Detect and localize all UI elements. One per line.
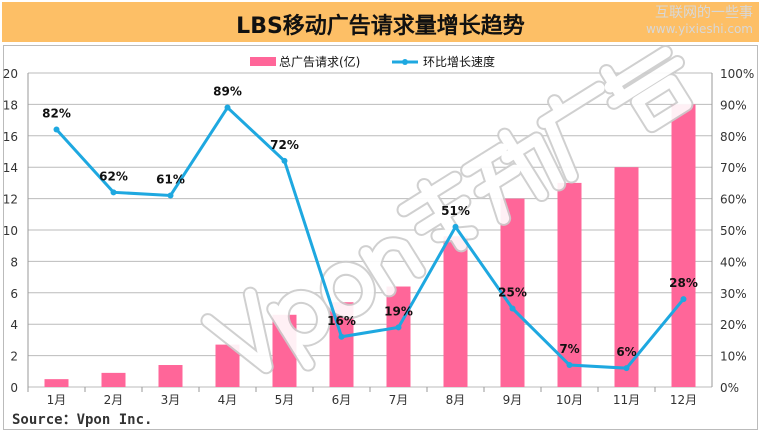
data-label: 19%	[384, 304, 413, 318]
data-label: 7%	[559, 342, 579, 356]
line-point	[53, 126, 60, 133]
data-label: 25%	[498, 286, 527, 300]
y-left-tick-label: 0	[10, 381, 18, 395]
watermark-stroke-fill	[360, 238, 425, 296]
line-point	[509, 305, 516, 312]
y-right-tick-label: 30%	[720, 287, 747, 301]
y-right-tick-label: 40%	[720, 255, 747, 269]
legend-label-line: 环比增长速度	[423, 54, 495, 69]
y-right-tick-label: 100%	[720, 67, 754, 81]
data-label: 89%	[213, 85, 242, 99]
x-tick-label: 3月	[161, 393, 181, 407]
data-label: 82%	[42, 107, 71, 121]
y-left-tick-label: 4	[10, 318, 18, 332]
y-right-tick-label: 20%	[720, 318, 747, 332]
data-label: 16%	[327, 314, 356, 328]
chart-frame	[3, 45, 758, 430]
y-right-tick-label: 90%	[720, 98, 747, 112]
source-note: Source：Vpon Inc.	[12, 412, 153, 428]
bar	[671, 104, 696, 388]
bar	[158, 365, 183, 387]
x-tick-label: 7月	[389, 393, 409, 407]
watermark-stroke-fill	[276, 290, 329, 345]
data-label: 62%	[99, 169, 128, 183]
x-tick-label: 11月	[613, 393, 640, 407]
line-point	[623, 365, 630, 372]
chart-title: LBS移动广告请求量增长趋势	[236, 14, 525, 39]
line-point	[452, 223, 459, 230]
line-point	[395, 324, 402, 331]
y-left-tick-label: 14	[3, 161, 18, 175]
y-right-tick-label: 60%	[720, 193, 747, 207]
bar	[386, 286, 411, 387]
line-point	[281, 157, 288, 164]
data-label: 51%	[441, 204, 470, 218]
data-label: 61%	[156, 172, 185, 186]
watermark-overlay	[200, 45, 694, 375]
x-tick-label: 1月	[47, 393, 67, 407]
x-tick-label: 10月	[556, 393, 583, 407]
line-point	[224, 104, 231, 111]
data-label: 72%	[270, 138, 299, 152]
watermark-site-name: 互联网的一些事	[655, 5, 753, 21]
x-tick-label: 2月	[104, 393, 124, 407]
line-point	[566, 362, 573, 369]
x-tick-label: 4月	[218, 393, 238, 407]
bar	[614, 167, 639, 387]
y-left-tick-label: 20	[3, 67, 18, 81]
line-point	[110, 189, 117, 196]
bar	[101, 372, 126, 387]
x-tick-label: 5月	[275, 393, 295, 407]
y-right-tick-label: 10%	[720, 350, 747, 364]
x-tick-label: 12月	[670, 393, 697, 407]
x-tick-label: 8月	[446, 393, 466, 407]
data-label: 28%	[669, 276, 698, 290]
line-point	[167, 192, 174, 199]
y-left-tick-label: 2	[10, 350, 18, 364]
y-right-tick-label: 80%	[720, 130, 747, 144]
y-left-tick-label: 6	[10, 287, 18, 301]
y-left-tick-label: 18	[3, 98, 18, 112]
y-right-tick-label: 70%	[720, 161, 747, 175]
watermark-stroke-fill	[462, 129, 565, 224]
watermark-stroke-fill	[538, 82, 605, 182]
line-point	[680, 296, 687, 303]
bar	[557, 182, 582, 387]
watermark-site-url: www.yixieshi.com	[645, 22, 753, 36]
title-bar: LBS移动广告请求量增长趋势 互联网的一些事 www.yixieshi.com	[2, 2, 759, 42]
y-left-tick-label: 12	[3, 193, 18, 207]
bar	[443, 236, 468, 387]
bar	[500, 198, 525, 387]
legend-swatch-bar	[250, 57, 276, 66]
line-series	[55, 105, 685, 370]
x-tick-label: 9月	[503, 393, 523, 407]
watermark-stroke-fill	[398, 172, 477, 251]
y-left-tick-label: 10	[3, 224, 18, 238]
bar	[44, 379, 69, 387]
data-label: 6%	[616, 345, 636, 359]
watermark-stroke-fill	[202, 288, 272, 373]
line-point	[338, 333, 345, 340]
x-tick-label: 6月	[332, 393, 352, 407]
watermark-stroke-fill	[600, 47, 692, 132]
legend-marker-line	[402, 59, 408, 65]
y-left-tick-label: 8	[10, 255, 18, 269]
y-left-tick-label: 16	[3, 130, 18, 144]
y-right-tick-label: 50%	[720, 224, 747, 238]
y-right-tick-label: 0%	[720, 381, 739, 395]
legend-label-bar: 总广告请求(亿)	[279, 54, 360, 69]
